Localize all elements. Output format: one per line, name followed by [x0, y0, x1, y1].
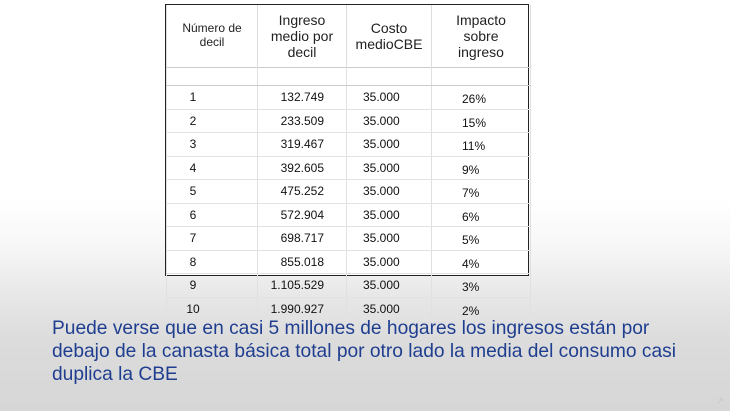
- cell-decil: 3: [166, 132, 258, 157]
- table-row: 6 572.904 35.000 6%: [166, 203, 531, 227]
- cell-costo: 35.000: [346, 179, 432, 204]
- cell-costo: 35.000: [346, 132, 432, 157]
- cell-ingreso: 132.749: [257, 85, 347, 110]
- cell-impacto: 26%: [431, 85, 531, 110]
- table-row: 9 1.105.529 35.000 3%: [166, 273, 531, 298]
- cell-impacto: 3%: [431, 273, 531, 298]
- cell-impacto: 9%: [431, 156, 531, 180]
- header-impacto: Impacto sobre ingreso: [431, 5, 531, 68]
- cell-decil: 9: [166, 273, 258, 298]
- cell-ingreso: 233.509: [257, 109, 347, 133]
- slide-caption: Puede verse que en casi 5 millones de ho…: [52, 318, 676, 385]
- cell-impacto: 7%: [431, 179, 531, 204]
- table-spacer-row: [166, 67, 531, 86]
- cell-impacto: 15%: [431, 109, 531, 133]
- header-costo: Costo medioCBE: [346, 5, 432, 68]
- table-row: 8 855.018 35.000 4%: [166, 250, 531, 274]
- spacer-cell: [257, 67, 347, 86]
- cell-costo: 35.000: [346, 273, 432, 298]
- expand-corner-icon: ↗: [715, 396, 724, 407]
- cell-ingreso: 572.904: [257, 203, 347, 227]
- table-row: 7 698.717 35.000 5%: [166, 226, 531, 251]
- cell-ingreso: 475.252: [257, 179, 347, 204]
- table-row: 2 233.509 35.000 15%: [166, 109, 531, 133]
- cell-costo: 35.000: [346, 203, 432, 227]
- header-ingreso: Ingreso medio por decil: [257, 5, 347, 68]
- cell-ingreso: 392.605: [257, 156, 347, 180]
- cell-impacto: 11%: [431, 132, 531, 157]
- cell-ingreso: 1.105.529: [257, 273, 347, 298]
- spacer-cell: [166, 67, 258, 86]
- income-decile-table: Número de decil Ingreso medio por decil …: [166, 5, 531, 321]
- table-row: 10 1.990.927 35.000 2%: [166, 297, 531, 321]
- table-row: 3 319.467 35.000 11%: [166, 132, 531, 157]
- cell-costo: 35.000: [346, 109, 432, 133]
- spacer-cell: [346, 67, 432, 86]
- cell-decil: 5: [166, 179, 258, 204]
- cell-costo: 35.000: [346, 156, 432, 180]
- table-row: 5 475.252 35.000 7%: [166, 179, 531, 204]
- table-header-row: Número de decil Ingreso medio por decil …: [166, 5, 531, 68]
- cell-ingreso: 319.467: [257, 132, 347, 157]
- cell-decil: 1: [166, 85, 258, 110]
- cell-decil: 10: [166, 297, 258, 321]
- cell-costo: 35.000: [346, 297, 432, 321]
- cell-costo: 35.000: [346, 85, 432, 110]
- table-row: 1 132.749 35.000 26%: [166, 85, 531, 110]
- cell-costo: 35.000: [346, 250, 432, 274]
- table-row: 4 392.605 35.000 9%: [166, 156, 531, 180]
- cell-impacto: 4%: [431, 250, 531, 274]
- spacer-cell: [431, 67, 531, 86]
- header-decil: Número de decil: [166, 5, 258, 68]
- cell-decil: 8: [166, 250, 258, 274]
- cell-impacto: 5%: [431, 226, 531, 251]
- cell-decil: 6: [166, 203, 258, 227]
- cell-decil: 2: [166, 109, 258, 133]
- cell-ingreso: 855.018: [257, 250, 347, 274]
- cell-impacto: 6%: [431, 203, 531, 227]
- cell-ingreso: 698.717: [257, 226, 347, 251]
- cell-decil: 4: [166, 156, 258, 180]
- cell-decil: 7: [166, 226, 258, 251]
- cell-impacto: 2%: [431, 297, 531, 321]
- income-table-frame: Número de decil Ingreso medio por decil …: [165, 4, 531, 321]
- cell-costo: 35.000: [346, 226, 432, 251]
